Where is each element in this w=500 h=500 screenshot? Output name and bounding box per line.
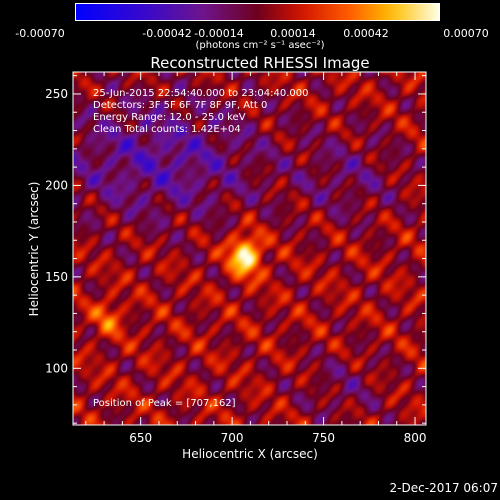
annotation-detectors: Detectors: 3F 5F 6F 7F 8F 9F, Att 0 [93,100,268,111]
y-tick-label: 250 [45,87,68,101]
colorbar-tick: -0.00042 [142,27,192,40]
colorbar-tick: 0.00070 [443,27,489,40]
x-tick-label: 800 [404,431,427,445]
colorbar-tick: 0.00042 [343,27,389,40]
annotation-time-range: 25-Jun-2015 22:54:40.000 to 23:04:40.000 [93,88,309,99]
colorbar-tick: -0.00070 [15,27,65,40]
render-date: 2-Dec-2017 06:07 [389,481,498,495]
x-tick-label: 650 [129,431,152,445]
colorbar-tick: -0.00014 [194,27,244,40]
colorbar-units: (photons cm⁻² s⁻¹ asec⁻²) [195,40,325,51]
y-tick-label: 100 [45,361,68,375]
annotation-energy: Energy Range: 12.0 - 25.0 keV [93,112,246,123]
x-tick-label: 700 [221,431,244,445]
annotation-counts: Clean Total counts: 1.42E+04 [93,124,241,135]
chart-title: Reconstructed RHESSI Image [150,54,370,72]
colorbar-tick: 0.00014 [270,27,316,40]
annotation-peak: Position of Peak = [707,162] [93,398,236,409]
x-tick-label: 750 [312,431,335,445]
y-tick-label: 150 [45,270,68,284]
y-axis-label: Heliocentric Y (arcsec) [27,181,41,317]
colorbar [75,3,440,21]
x-axis-label: Heliocentric X (arcsec) [182,447,318,461]
y-tick-label: 200 [45,178,68,192]
